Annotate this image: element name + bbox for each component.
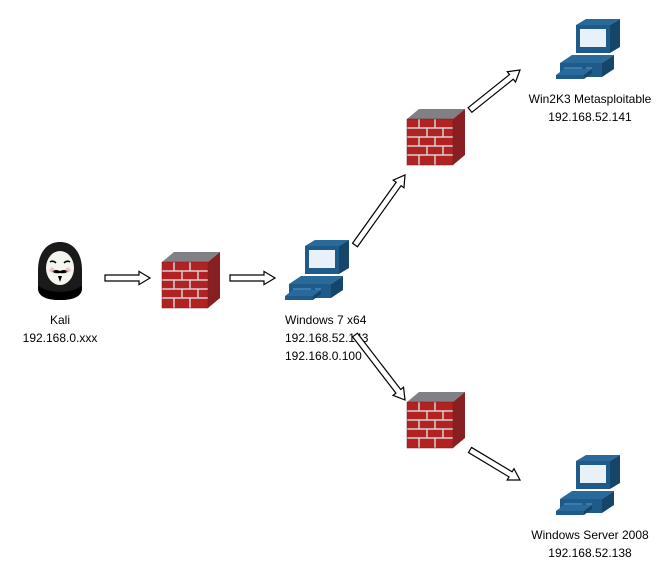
target1-node: Win2K3 Metasploitable 192.168.52.141 xyxy=(520,19,660,126)
arrow-firewall2-target1 xyxy=(466,65,524,115)
pivot-ip1: 192.168.52.143 xyxy=(285,329,395,347)
firewall-icon xyxy=(405,390,467,452)
attacker-node: Kali 192.168.0.xxx xyxy=(20,238,100,347)
arrow-firewall3-target2 xyxy=(467,444,524,485)
target2-name: Windows Server 2008 xyxy=(520,526,660,544)
firewall-icon xyxy=(405,107,467,169)
firewall3-node xyxy=(405,390,467,457)
hacker-icon xyxy=(28,238,92,302)
computer-icon xyxy=(556,455,624,517)
firewall2-node xyxy=(405,107,467,174)
attacker-name: Kali xyxy=(20,311,100,329)
computer-icon xyxy=(556,19,624,81)
pivot-node: Windows 7 x64 192.168.52.143 192.168.0.1… xyxy=(285,240,395,365)
target2-ip: 192.168.52.138 xyxy=(520,544,660,562)
arrow-firewall1-pivot xyxy=(230,271,275,284)
computer-icon xyxy=(285,240,353,302)
target2-node: Windows Server 2008 192.168.52.138 xyxy=(520,455,660,562)
arrow-attacker-firewall1 xyxy=(105,271,150,284)
pivot-name: Windows 7 x64 xyxy=(285,311,395,329)
firewall1-node xyxy=(160,250,222,317)
firewall-icon xyxy=(160,250,222,312)
arrow-pivot-firewall2 xyxy=(350,171,411,249)
target1-ip: 192.168.52.141 xyxy=(520,108,660,126)
target1-name: Win2K3 Metasploitable xyxy=(520,90,660,108)
pivot-ip2: 192.168.0.100 xyxy=(285,347,395,365)
attacker-ip: 192.168.0.xxx xyxy=(20,329,100,347)
